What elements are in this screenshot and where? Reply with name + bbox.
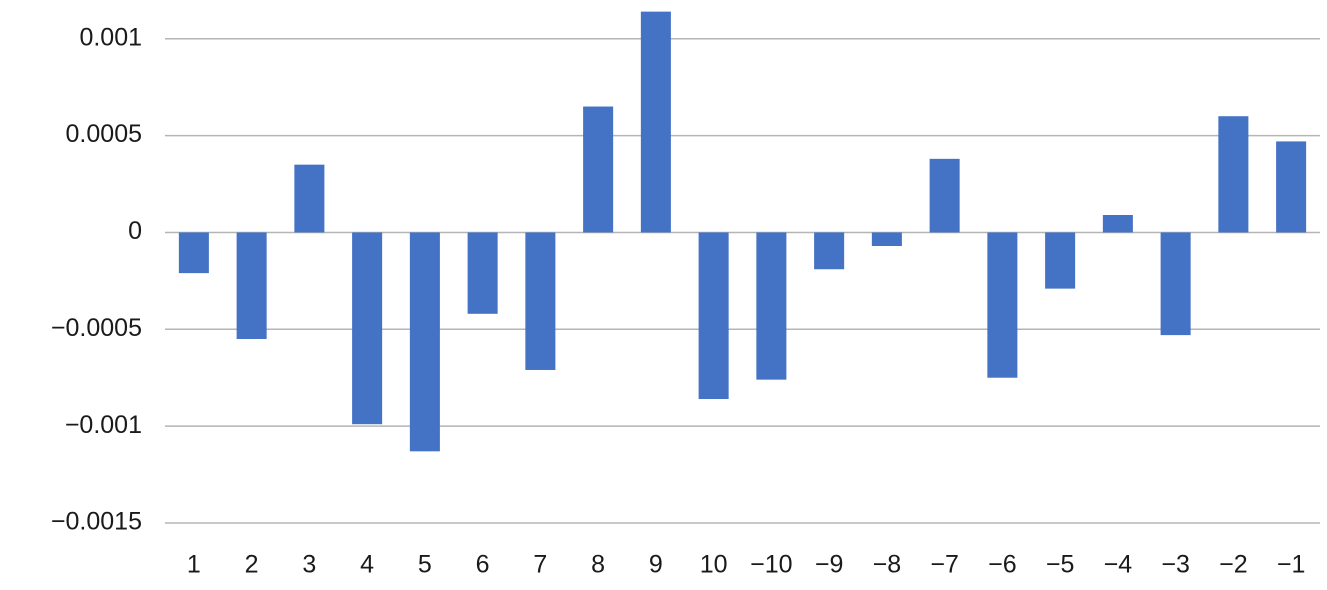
x-tick-label: 4: [360, 551, 374, 579]
bar: [236, 232, 267, 339]
y-tick-label: 0: [128, 217, 142, 245]
bar: [1218, 116, 1249, 233]
x-tick-label: −3: [1161, 551, 1190, 579]
bar: [409, 232, 440, 452]
x-tick-label: 3: [302, 551, 316, 579]
bar: [987, 232, 1018, 378]
x-tick-label: 7: [533, 551, 547, 579]
bar: [1045, 232, 1076, 289]
y-tick-label: −0.001: [65, 411, 142, 439]
bar: [525, 232, 556, 370]
bar: [1276, 141, 1307, 233]
bar: [871, 232, 902, 247]
x-tick-label: −8: [873, 551, 902, 579]
bar: [756, 232, 787, 380]
bar: [929, 158, 960, 233]
bar: [814, 232, 845, 270]
bar: [583, 106, 614, 233]
bar: [178, 232, 209, 274]
x-tick-label: 9: [649, 551, 663, 579]
bar: [640, 11, 671, 233]
x-tick-label: 5: [418, 551, 432, 579]
bar: [294, 164, 325, 233]
x-tick-label: −9: [815, 551, 844, 579]
x-tick-label: 1: [187, 551, 201, 579]
x-tick-label: −1: [1277, 551, 1306, 579]
x-tick-label: −2: [1219, 551, 1248, 579]
y-tick-label: 0.001: [79, 23, 142, 51]
x-tick-label: 2: [245, 551, 259, 579]
bar: [1160, 232, 1191, 336]
x-tick-label: 10: [700, 551, 728, 579]
bar: [1102, 215, 1133, 233]
x-tick-label: −10: [750, 551, 792, 579]
x-tick-label: −7: [930, 551, 959, 579]
bar: [352, 232, 383, 425]
y-tick-label: 0.0005: [66, 120, 142, 148]
x-tick-label: −6: [988, 551, 1017, 579]
x-tick-label: −4: [1104, 551, 1133, 579]
x-tick-label: 6: [476, 551, 490, 579]
x-tick-label: −5: [1046, 551, 1075, 579]
y-tick-label: −0.0005: [51, 314, 142, 342]
y-tick-label: −0.0015: [51, 508, 142, 536]
bar: [467, 232, 498, 314]
bar: [698, 232, 729, 400]
x-tick-label: 8: [591, 551, 605, 579]
